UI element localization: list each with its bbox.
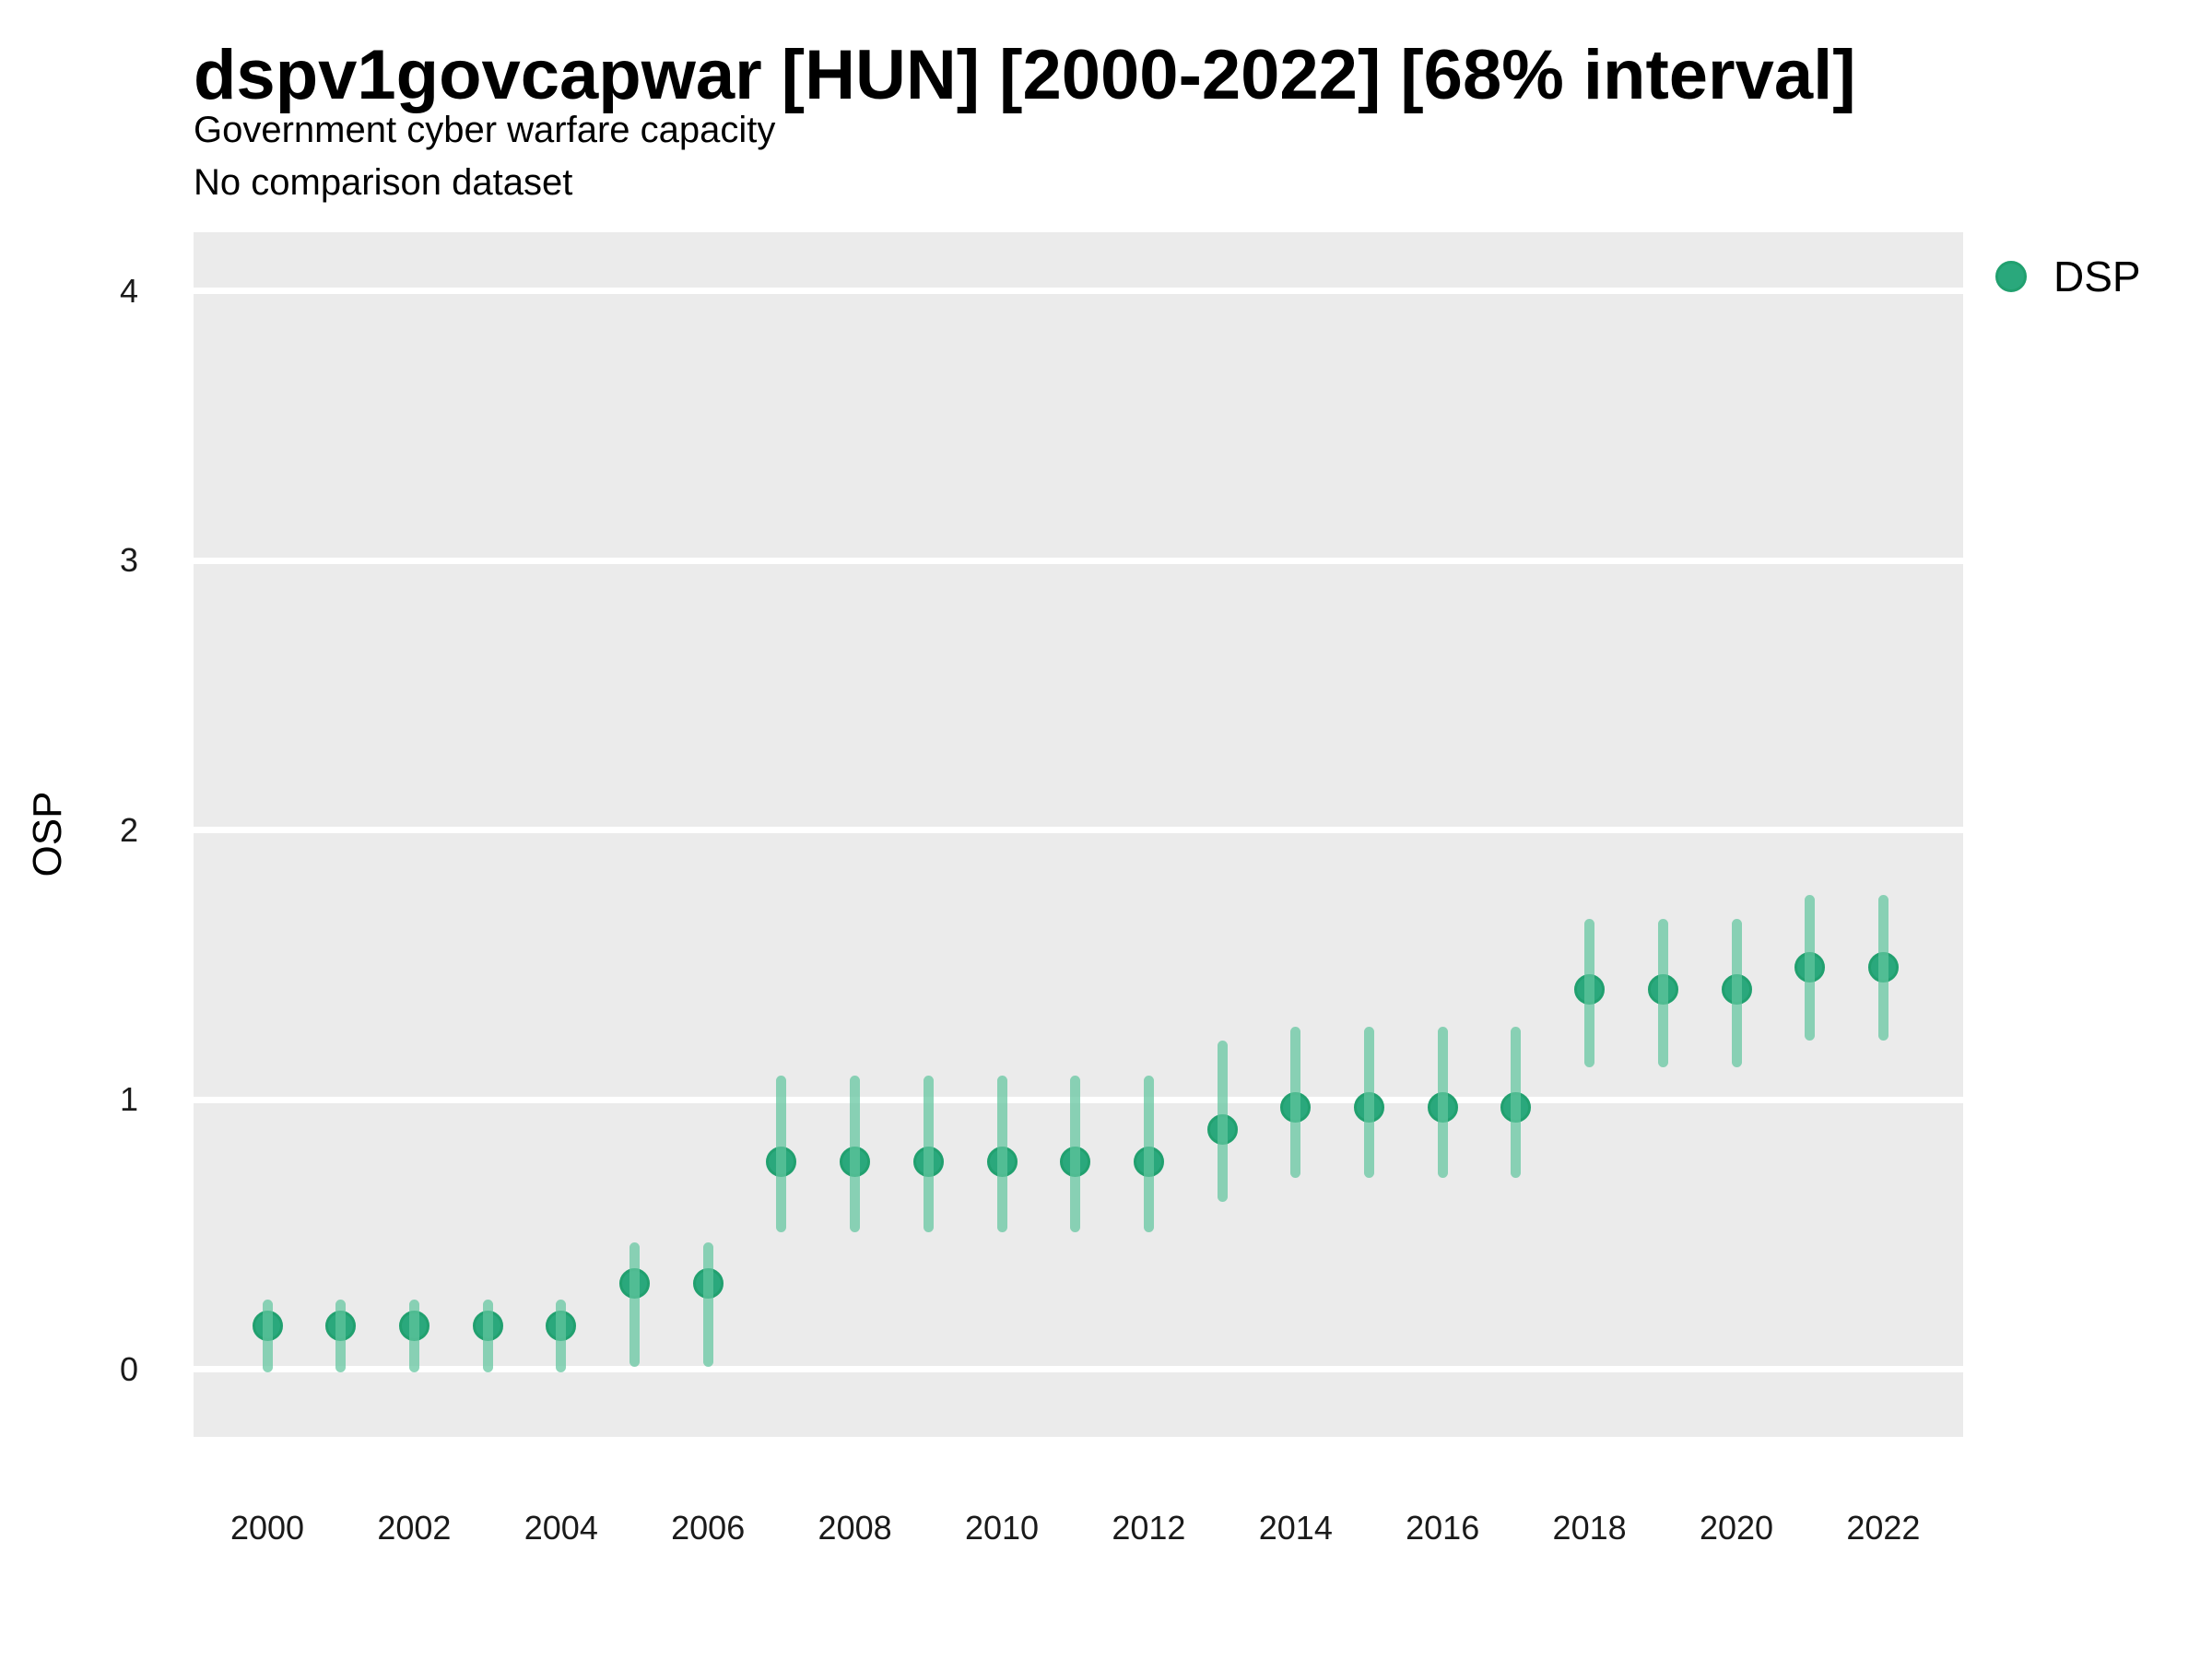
interval-bar-2016 [1437,1027,1448,1179]
x-tick-label-2014: 2014 [1258,1509,1333,1547]
interval-bar-2003 [482,1299,493,1372]
x-tick-label-2000: 2000 [229,1509,305,1547]
y-tick-label-1: 1 [119,1080,138,1119]
x-tick-label-2016: 2016 [1406,1509,1480,1547]
legend-label: DSP [2053,253,2141,300]
y-tick-label-4: 4 [119,271,138,310]
x-tick-label-2006: 2006 [671,1509,746,1547]
interval-bar-2011 [1070,1075,1081,1232]
chart-note: No comparison dataset [194,162,573,203]
interval-bar-2019 [1657,919,1668,1068]
interval-bar-2022 [1877,894,1888,1041]
y-tick-label-2: 2 [119,810,138,849]
gridline-y-2 [194,827,1963,834]
x-tick-label-2018: 2018 [1552,1509,1627,1547]
chart-subtitle: Government cyber warfare capacity [194,110,776,150]
interval-bar-2013 [1217,1040,1228,1203]
x-tick-label-2020: 2020 [1699,1509,1774,1547]
interval-bar-2012 [1143,1075,1154,1232]
interval-bar-2009 [923,1075,934,1232]
x-tick-label-2012: 2012 [1112,1509,1186,1547]
interval-bar-2006 [702,1242,713,1367]
gridline-y-3 [194,557,1963,564]
interval-bar-2005 [629,1242,640,1367]
x-tick-label-2010: 2010 [964,1509,1040,1547]
chart-title: dspv1govcapwar [HUN] [2000-2022] [68% in… [194,36,1856,114]
gridline-y-4 [194,288,1963,295]
interval-bar-2014 [1290,1027,1301,1179]
interval-bar-2004 [556,1299,567,1372]
plot-panel [194,232,1963,1437]
x-tick-label-2008: 2008 [818,1509,892,1547]
interval-bar-2000 [262,1299,273,1372]
interval-bar-2010 [996,1075,1007,1232]
interval-bar-2008 [850,1075,861,1232]
y-tick-label-0: 0 [119,1349,138,1388]
interval-bar-2018 [1584,919,1595,1068]
interval-bar-2015 [1364,1027,1374,1179]
interval-bar-2007 [776,1075,787,1232]
interval-bar-2020 [1731,919,1742,1068]
interval-bar-2001 [335,1299,347,1372]
interval-bar-2021 [1805,894,1816,1041]
y-tick-label-3: 3 [119,541,138,580]
interval-bar-2017 [1511,1027,1522,1179]
x-tick-label-2022: 2022 [1846,1509,1921,1547]
legend-point-icon [1995,261,2027,292]
gridline-y-0 [194,1366,1963,1373]
x-tick-label-2004: 2004 [524,1509,598,1547]
interval-bar-2002 [408,1299,419,1372]
x-tick-label-2002: 2002 [377,1509,452,1547]
